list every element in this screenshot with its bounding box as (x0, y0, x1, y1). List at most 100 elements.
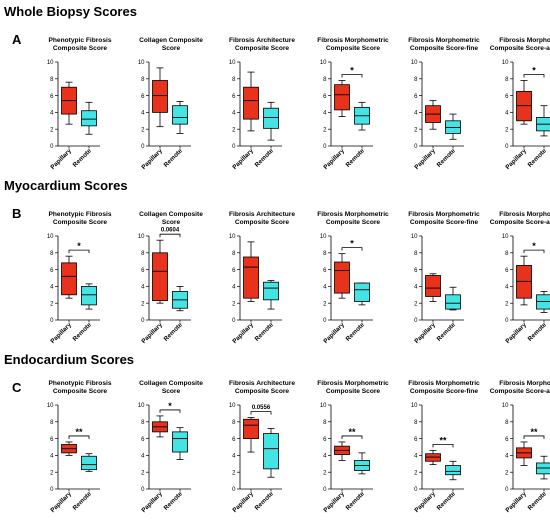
plot-title-line: Phenotypic Fibrosis (48, 211, 111, 218)
y-tick-label: 8 (323, 77, 327, 83)
plot-title-line: Composite Score-fine (410, 219, 478, 226)
plot-title-line: Fibrosis Morphometric (499, 37, 550, 44)
significance-annotation: * (532, 241, 536, 251)
y-tick-label: 10 (502, 403, 509, 409)
y-tick-label: 4 (505, 285, 509, 291)
plot-title-line: Composite Score (326, 388, 381, 395)
x-tick-label: Papillary (231, 321, 255, 345)
plot-title-line: Fibrosis Morphometric (499, 211, 550, 218)
y-tick-label: 2 (414, 470, 418, 476)
x-tick-label: Remote (72, 321, 94, 343)
x-tick-label: Remote (345, 147, 367, 169)
section-c-heading: Endocardium Scores (4, 352, 134, 367)
y-tick-label: 10 (47, 234, 54, 240)
x-tick-label: Papillary (140, 321, 164, 345)
x-tick-label: Remote (436, 147, 458, 169)
significance-annotation: * (532, 65, 536, 75)
plot-title-line: Collagen Composite (139, 211, 203, 218)
significance-annotation: ** (75, 427, 83, 437)
y-tick-label: 0 (323, 318, 327, 324)
y-tick-label: 4 (50, 111, 54, 117)
y-tick-label: 8 (50, 77, 54, 83)
y-tick-label: 10 (229, 234, 236, 240)
y-tick-label: 0 (323, 487, 327, 493)
y-tick-label: 10 (411, 234, 418, 240)
y-tick-label: 4 (141, 285, 145, 291)
significance-annotation: * (350, 239, 354, 249)
plot-title-line: Composite Score (53, 388, 108, 395)
y-tick-label: 10 (229, 403, 236, 409)
y-tick-label: 0 (50, 144, 54, 150)
x-tick-label: Remote (254, 321, 276, 343)
box-papillary (425, 275, 441, 297)
y-tick-label: 4 (323, 454, 327, 460)
y-tick-label: 8 (414, 251, 418, 257)
y-tick-label: 0 (141, 144, 145, 150)
y-tick-label: 8 (232, 420, 236, 426)
box-remote (81, 455, 97, 471)
y-tick-label: 0 (323, 144, 327, 150)
x-tick-label: Papillary (322, 490, 346, 514)
y-tick-label: 4 (232, 111, 236, 117)
box-papillary (243, 86, 259, 120)
y-tick-label: 4 (50, 285, 54, 291)
y-tick-label: 4 (414, 285, 418, 291)
y-tick-label: 0 (414, 487, 418, 493)
box-papillary (152, 80, 168, 113)
plot-title-line: Score (162, 388, 181, 395)
plot-title-line: Composite Score (235, 45, 290, 52)
y-tick-label: 10 (411, 60, 418, 66)
y-tick-label: 0 (414, 144, 418, 150)
y-tick-label: 6 (232, 268, 236, 274)
y-tick-label: 0 (414, 318, 418, 324)
y-tick-label: 6 (323, 268, 327, 274)
plot-title-line: Collagen Composite (139, 37, 203, 44)
x-tick-label: Remote (345, 490, 367, 512)
y-tick-label: 8 (50, 420, 54, 426)
y-tick-label: 4 (141, 111, 145, 117)
y-tick-label: 10 (502, 60, 509, 66)
plot-title-line: Fibrosis Morphometric (317, 37, 389, 44)
significance-annotation: * (77, 241, 81, 251)
y-tick-label: 6 (414, 268, 418, 274)
y-tick-label: 4 (232, 285, 236, 291)
box-remote (354, 282, 370, 302)
significance-bracket (432, 443, 454, 448)
y-tick-label: 8 (141, 77, 145, 83)
box-papillary (61, 262, 77, 296)
plot-title-line: Phenotypic Fibrosis (48, 380, 111, 387)
y-tick-label: 0 (505, 318, 509, 324)
plot-title-line: Fibrosis Morphometric (408, 37, 480, 44)
y-tick-label: 0 (505, 144, 509, 150)
significance-annotation: ** (439, 435, 447, 445)
y-tick-label: 4 (414, 111, 418, 117)
x-tick-label: Remote (72, 490, 94, 512)
y-tick-label: 8 (505, 77, 509, 83)
y-tick-label: 4 (505, 111, 509, 117)
box-remote (445, 465, 461, 476)
box-remote (81, 110, 97, 127)
y-tick-label: 6 (323, 437, 327, 443)
y-tick-label: 2 (232, 301, 236, 307)
y-tick-label: 6 (414, 94, 418, 100)
y-tick-label: 6 (505, 94, 509, 100)
y-tick-label: 2 (141, 127, 145, 133)
y-tick-label: 0 (50, 487, 54, 493)
y-tick-label: 6 (414, 437, 418, 443)
plot-title-line: Composite Score (235, 219, 290, 226)
box-remote (263, 281, 279, 301)
y-tick-label: 6 (232, 94, 236, 100)
x-tick-label: Papillary (231, 490, 255, 514)
x-tick-label: Remote (527, 147, 549, 169)
y-tick-label: 10 (138, 60, 145, 66)
